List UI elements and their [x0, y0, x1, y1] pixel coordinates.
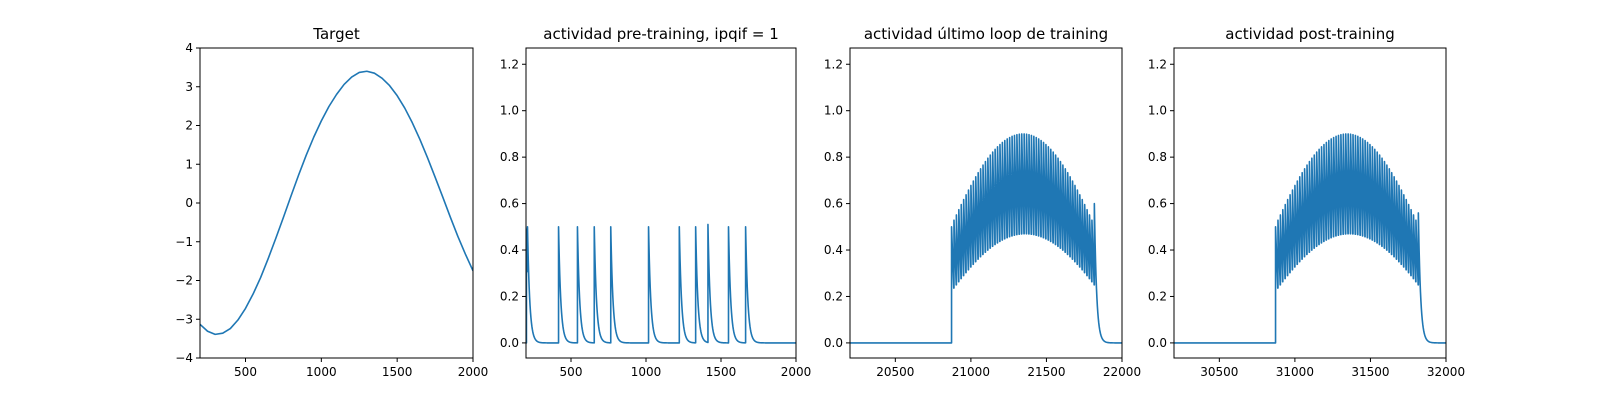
last-training-loop-x-tick-label: 20500 — [876, 365, 914, 379]
last-training-loop-y-tick-label: 0.2 — [824, 289, 843, 303]
last-training-loop-axes-frame — [849, 47, 1123, 359]
last-training-loop-panel: actividad último loop de training 20500 21… — [824, 25, 1141, 379]
pre-training-x-tick-label: 1000 — [631, 365, 662, 379]
pre-training-x-tick-label: 2000 — [781, 365, 812, 379]
post-training-y-tick-label: 1.2 — [1148, 57, 1167, 71]
post-training-x-tick-label: 30500 — [1200, 365, 1238, 379]
target-x-tick-label: 1500 — [382, 365, 413, 379]
target-y-tick-label: −2 — [175, 274, 193, 288]
last-training-loop-y-tick-label: 1.2 — [824, 57, 843, 71]
target-title: Target — [312, 25, 360, 43]
last-training-loop-y-tick-label: 0.6 — [824, 197, 843, 211]
last-training-loop-y-tick-label: 0.0 — [824, 336, 843, 350]
target-y-tick-label: 2 — [185, 119, 193, 133]
last-training-loop-x-tick-label: 21500 — [1027, 365, 1065, 379]
last-training-loop-title: actividad último loop de training — [864, 25, 1108, 43]
last-training-loop-x-tick-label: 21000 — [952, 365, 990, 379]
pre-training-y-tick-label: 0.4 — [500, 243, 519, 257]
post-training-series-line — [1174, 133, 1446, 344]
target-y-tick-label: 1 — [185, 157, 193, 171]
post-training-y-tick-label: 0.2 — [1148, 289, 1167, 303]
target-y-tick-label: −4 — [175, 351, 193, 365]
post-training-axes-frame — [1173, 47, 1447, 359]
target-y-tick-label: −1 — [175, 235, 193, 249]
last-training-loop-y-tick-label: 0.4 — [824, 243, 843, 257]
target-y-tick-label: −3 — [175, 312, 193, 326]
post-training-panel: actividad post-training 30500 31000 31500 32… — [1148, 25, 1465, 379]
post-training-x-tick-label: 31500 — [1351, 365, 1389, 379]
pre-training-y-tick-label: 0.0 — [500, 336, 519, 350]
post-training-y-tick-label: 0.8 — [1148, 150, 1167, 164]
last-training-loop-y-tick-label: 0.8 — [824, 150, 843, 164]
last-training-loop-y-tick-label: 1.0 — [824, 104, 843, 118]
pre-training-axes-frame — [525, 47, 797, 359]
pre-training-y-tick-label: 1.2 — [500, 57, 519, 71]
post-training-y-tick-label: 0.6 — [1148, 197, 1167, 211]
post-training-y-tick-label: 0.4 — [1148, 243, 1167, 257]
last-training-loop-x-tick-label: 22000 — [1103, 365, 1141, 379]
pre-training-y-tick-label: 0.6 — [500, 197, 519, 211]
target-x-tick-label: 2000 — [458, 365, 489, 379]
pre-training-x-tick-label: 1500 — [706, 365, 737, 379]
target-y-tick-label: 4 — [185, 41, 193, 55]
pre-training-y-tick-label: 0.8 — [500, 150, 519, 164]
post-training-x-tick-label: 32000 — [1427, 365, 1465, 379]
target-y-tick-label: 3 — [185, 80, 193, 94]
pre-training-y-tick-label: 0.2 — [500, 289, 519, 303]
pre-training-title: actividad pre-training, ipqif = 1 — [543, 25, 779, 43]
pre-training-x-tick-label: 500 — [560, 365, 583, 379]
pre-training-panel: actividad pre-training, ipqif = 1 500 1000… — [500, 25, 811, 379]
post-training-y-tick-label: 1.0 — [1148, 104, 1167, 118]
target-series-line — [200, 70, 473, 336]
pre-training-y-tick-label: 1.0 — [500, 104, 519, 118]
target-y-tick-label: 0 — [185, 196, 193, 210]
post-training-x-tick-label: 31000 — [1276, 365, 1314, 379]
pre-training-series-line — [526, 223, 796, 344]
post-training-y-tick-label: 0.0 — [1148, 336, 1167, 350]
target-x-tick-label: 500 — [234, 365, 257, 379]
target-panel: Target 500 1000 1500 2000 −4 −3 −2 −1 0 1 2 3 4 — [175, 25, 488, 379]
target-x-tick-label: 1000 — [306, 365, 337, 379]
post-training-title: actividad post-training — [1225, 25, 1394, 43]
last-training-loop-series-line — [850, 133, 1122, 344]
